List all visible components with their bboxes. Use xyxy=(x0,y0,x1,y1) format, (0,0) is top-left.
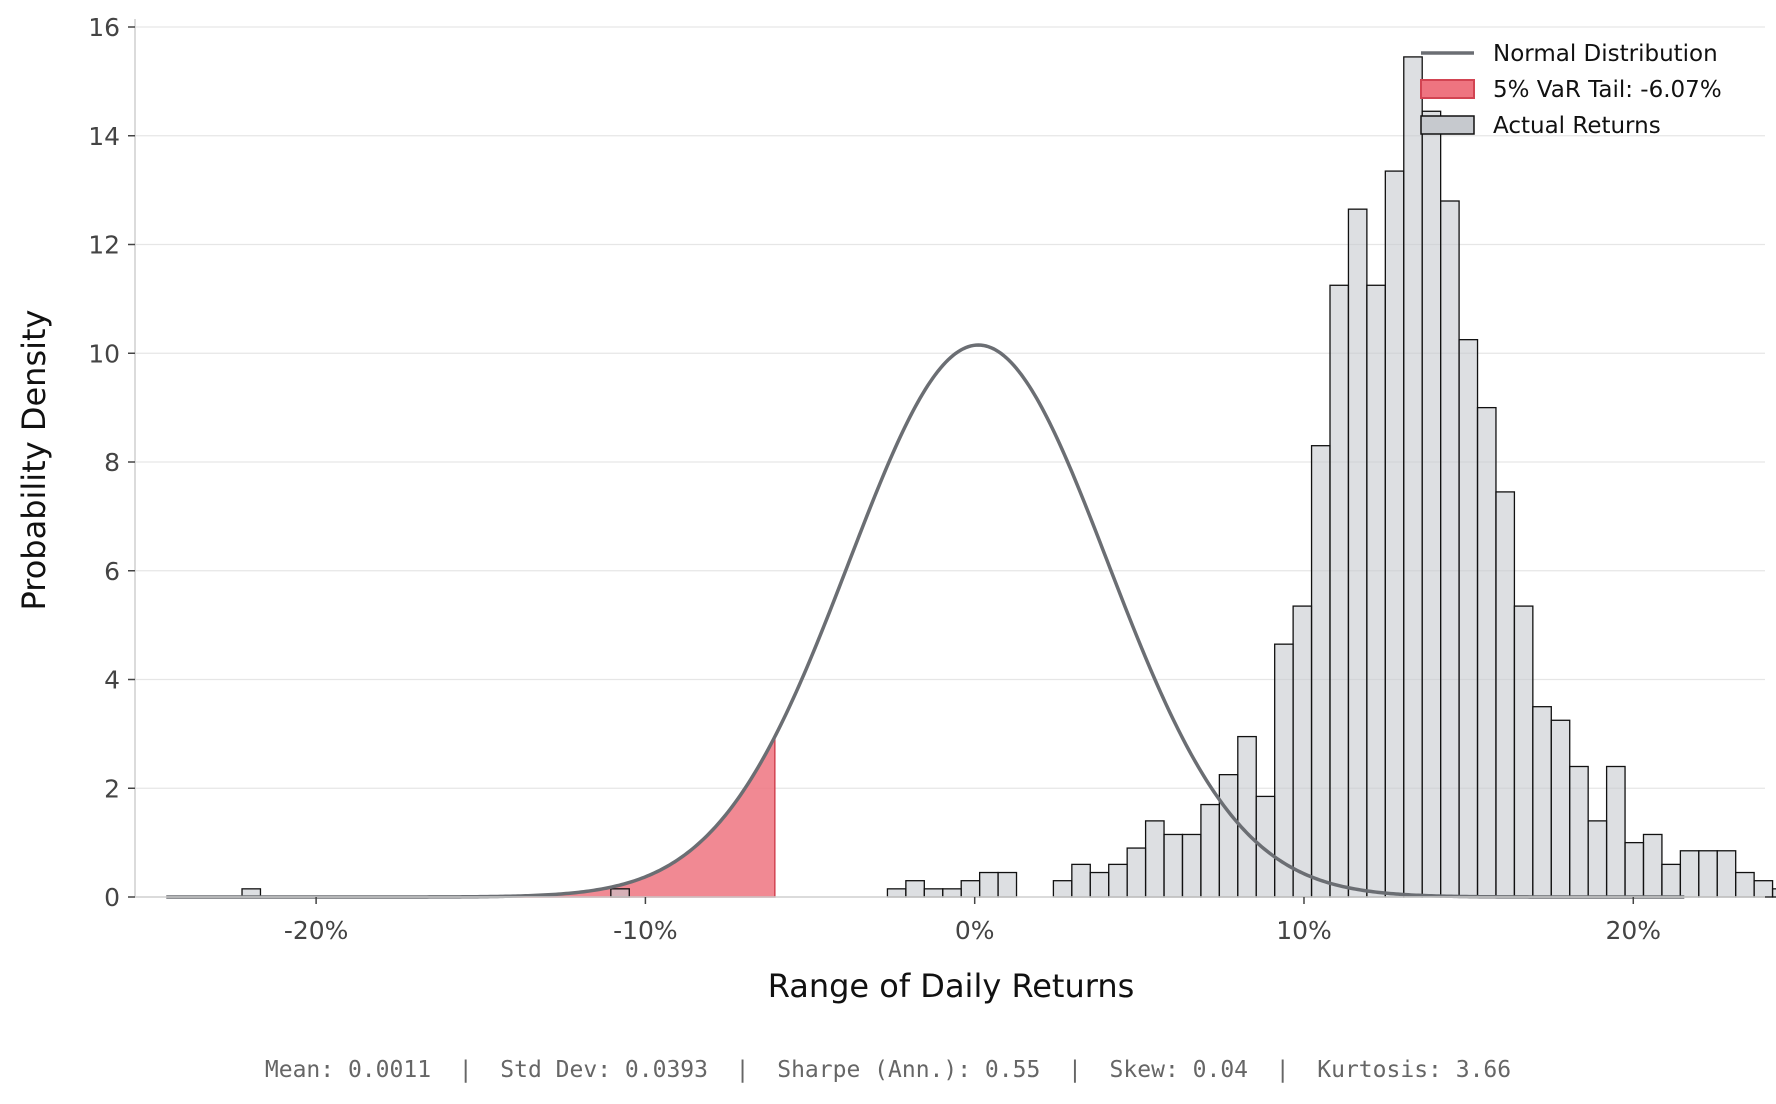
histogram-bar xyxy=(1440,200,1460,898)
histogram-bar xyxy=(1495,491,1516,898)
histogram-bar xyxy=(1108,863,1128,898)
y-tick-label: 8 xyxy=(104,448,120,477)
histogram-bar xyxy=(1421,110,1442,898)
histogram-bar xyxy=(1716,850,1737,898)
x-tick-label: -20% xyxy=(284,916,349,945)
summary-stats: Mean: 0.0011 | Std Dev: 0.0393 | Sharpe … xyxy=(264,1057,1512,1083)
histogram-bar xyxy=(1605,765,1626,898)
histogram-bar xyxy=(1679,850,1700,898)
legend-var-swatch xyxy=(1420,79,1475,99)
legend: Normal Distribution 5% VaR Tail: -6.07% … xyxy=(1420,41,1722,139)
histogram-bar xyxy=(1550,719,1571,898)
histogram-bar xyxy=(1532,706,1552,898)
y-tick-label: 2 xyxy=(104,774,120,803)
histogram-bar xyxy=(960,880,981,898)
histogram-bar xyxy=(1237,735,1257,898)
x-tick-label: -10% xyxy=(613,916,678,945)
histogram-bar xyxy=(1384,170,1405,898)
histogram-bar xyxy=(1587,820,1608,898)
histogram-bar xyxy=(1218,774,1239,898)
legend-normal-label: Normal Distribution xyxy=(1493,41,1718,67)
histogram-bars xyxy=(241,56,1776,898)
y-tick-label: 10 xyxy=(88,339,120,368)
var-tail-fill xyxy=(166,736,776,898)
histogram-bar xyxy=(1403,56,1423,898)
legend-var-label: 5% VaR Tail: -6.07% xyxy=(1493,77,1722,103)
histogram-bar xyxy=(905,880,925,898)
legend-actual-swatch xyxy=(1420,115,1475,135)
histogram-bar xyxy=(1513,605,1534,898)
histogram-bar xyxy=(1366,284,1386,898)
histogram-bar xyxy=(1753,880,1774,898)
y-axis-title: Probability Density xyxy=(15,310,53,611)
histogram-bar xyxy=(886,888,907,898)
histogram-bar xyxy=(1569,765,1589,898)
histogram-bar xyxy=(978,871,999,898)
histogram-bar xyxy=(1181,833,1202,898)
histogram-bar xyxy=(1071,863,1091,898)
histogram-bar xyxy=(1200,803,1221,898)
legend-actual-label: Actual Returns xyxy=(1493,113,1661,139)
histogram-bar xyxy=(1347,208,1368,898)
y-tick-label: 16 xyxy=(88,13,120,42)
gridlines xyxy=(135,26,1765,789)
histogram-bar xyxy=(997,871,1018,898)
histogram-bar xyxy=(1329,284,1350,898)
histogram-bar xyxy=(1771,888,1776,898)
histogram-bar xyxy=(1126,847,1147,898)
histogram-bar xyxy=(942,888,962,898)
y-tick-label: 0 xyxy=(104,883,120,912)
histogram-bar xyxy=(1642,833,1663,898)
histogram-bar xyxy=(1292,605,1313,898)
histogram-bar xyxy=(1735,871,1755,898)
histogram-bar xyxy=(1698,850,1718,898)
x-tick-label: 10% xyxy=(1276,916,1332,945)
axes xyxy=(134,19,1765,898)
x-tick-label: 20% xyxy=(1605,916,1661,945)
histogram-bar xyxy=(610,888,630,898)
y-tick-label: 6 xyxy=(104,557,120,586)
tick-labels: 0 2 4 6 8 10 12 14 16 -20% -10% 0% 10% 20% xyxy=(88,13,1661,945)
histogram-bar xyxy=(1661,863,1682,898)
histogram-bar xyxy=(1163,833,1184,898)
histogram-bar xyxy=(1458,339,1479,898)
y-tick-label: 14 xyxy=(88,122,120,151)
x-tick-label: 0% xyxy=(955,916,995,945)
var-tail-area xyxy=(166,736,776,898)
histogram-bar xyxy=(1089,871,1110,898)
x-axis-title: Range of Daily Returns xyxy=(768,967,1135,1005)
histogram-bar xyxy=(1144,820,1165,898)
y-tick-label: 12 xyxy=(88,231,120,260)
histogram-bar xyxy=(1052,880,1073,898)
y-tick-label: 4 xyxy=(104,666,120,695)
histogram-bar xyxy=(1624,841,1645,898)
histogram-bar xyxy=(1310,445,1331,898)
histogram-bar xyxy=(923,888,944,898)
histogram-bar xyxy=(1476,406,1497,898)
